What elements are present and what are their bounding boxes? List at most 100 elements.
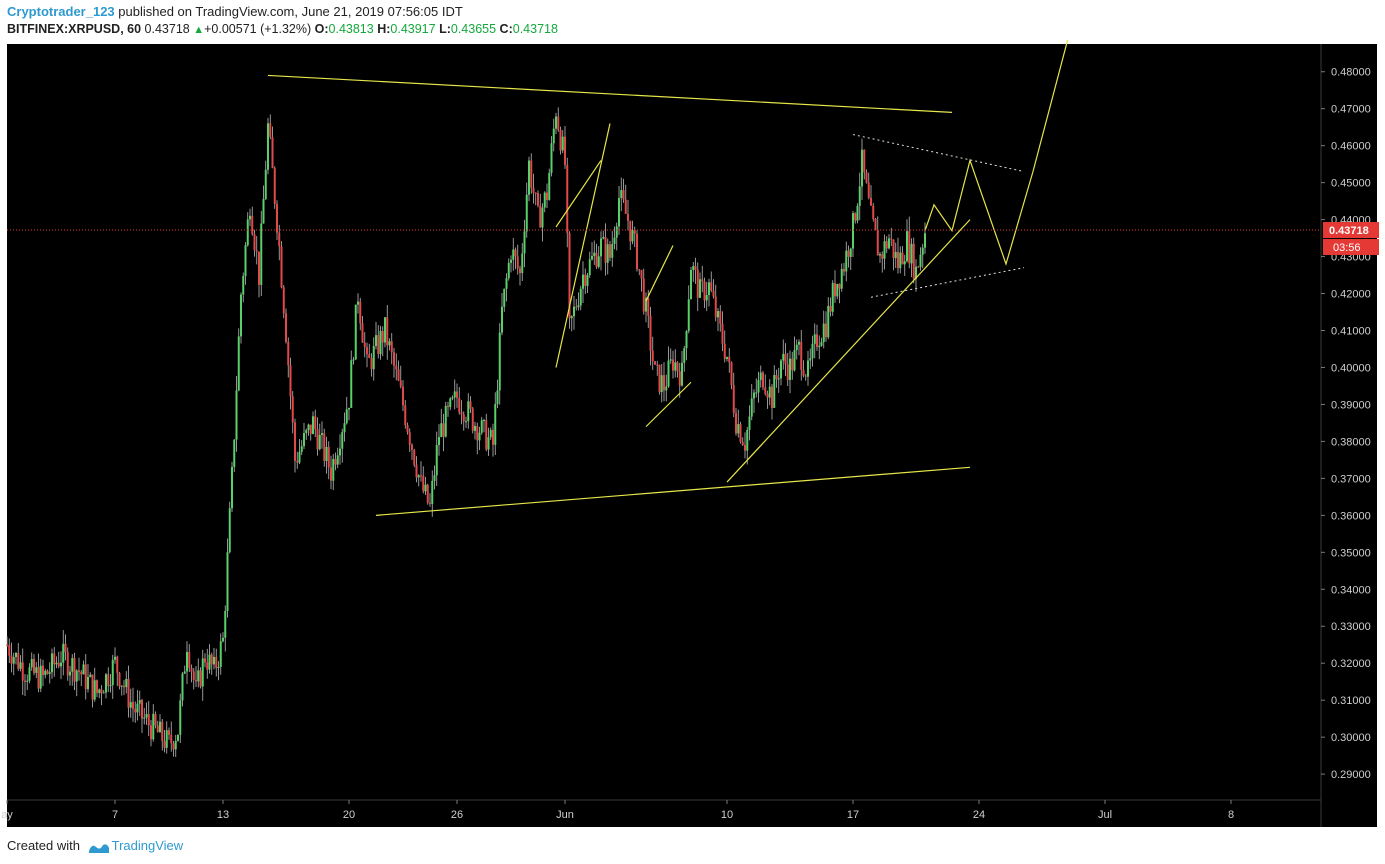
candle-body	[280, 246, 283, 288]
candle-body	[269, 123, 272, 138]
candle-body	[613, 237, 616, 244]
candle-body	[80, 671, 83, 675]
candle-body	[874, 218, 877, 230]
candle-body	[285, 313, 287, 342]
candle-body	[543, 192, 546, 208]
author-link[interactable]: Cryptotrader_123	[7, 4, 115, 19]
candle-body	[750, 398, 753, 417]
candle-body	[879, 254, 881, 256]
price-chart[interactable]: 0.29000 0.30000 0.31000 0.32000 0.33000 0.340…	[0, 40, 1385, 830]
candle-body	[12, 657, 15, 664]
candle-body	[462, 414, 465, 422]
candle-body	[251, 215, 254, 235]
small-channel-lower[interactable]	[645, 381, 692, 428]
candle-body	[809, 358, 812, 361]
candle-body	[354, 304, 357, 360]
candle-body	[663, 375, 665, 391]
candle-body	[271, 137, 274, 169]
candle-body	[449, 398, 452, 408]
candle-body	[615, 226, 618, 238]
x-tick-label: 8	[1228, 809, 1234, 821]
last-price-value: 0.43718	[144, 22, 190, 36]
candle-body	[460, 412, 463, 415]
candle-body	[789, 358, 791, 380]
x-tick-label: 13	[217, 809, 229, 821]
candle-body	[249, 215, 251, 220]
candle-body	[714, 296, 717, 318]
candle-body	[413, 449, 416, 465]
candle-body	[334, 459, 337, 465]
candle-body	[188, 652, 191, 668]
x-tick-label: ay	[1, 809, 13, 821]
last-price-label-box	[1323, 222, 1379, 239]
price-labels: 0.43718 03:56	[1323, 222, 1379, 256]
candle-body	[654, 361, 656, 365]
candle-body	[170, 734, 173, 744]
tradingview-brand[interactable]: TradingView	[111, 838, 184, 853]
candle-body	[118, 672, 121, 687]
candle-body	[120, 685, 123, 687]
drawings-layer	[267, 40, 1069, 516]
candle-body	[593, 252, 596, 257]
candle-body	[39, 665, 42, 689]
zigzag-b[interactable]	[555, 160, 602, 228]
candle-body	[217, 666, 220, 669]
candle-body	[732, 385, 735, 413]
candle-body	[179, 700, 182, 735]
candle-body	[564, 136, 566, 165]
candle-body	[246, 219, 249, 246]
candle-body	[710, 282, 713, 291]
candle-body	[501, 306, 503, 333]
candle-body	[348, 407, 350, 410]
candle-body	[624, 199, 627, 214]
resistance-line[interactable]	[267, 74, 953, 113]
zigzag-a[interactable]	[555, 123, 611, 368]
candle-body	[66, 652, 69, 676]
candle-body	[442, 423, 445, 437]
candle-body	[240, 294, 242, 337]
candle-body	[712, 290, 715, 297]
close-value: 0.43718	[512, 22, 558, 36]
candle-body	[181, 673, 184, 701]
candle-body	[568, 232, 571, 319]
candle-body	[10, 655, 13, 664]
candle-body	[35, 667, 38, 673]
triangle-upper-dotted[interactable]	[852, 134, 1025, 173]
candle-body	[154, 713, 157, 726]
projection-path[interactable]	[924, 40, 1069, 266]
symbol-name[interactable]: BITFINEX:XRPUSD, 60	[7, 22, 142, 36]
candle-body	[26, 680, 29, 682]
candle-body	[33, 659, 35, 673]
candle-body	[264, 169, 267, 200]
candle-body	[138, 700, 141, 704]
ascending-trendline[interactable]	[726, 219, 971, 483]
candle-body	[597, 256, 600, 267]
published-text: published on TradingView.com, June 21, 2…	[118, 4, 463, 19]
candle-body	[525, 194, 528, 232]
candle-body	[741, 441, 744, 446]
candle-body	[748, 416, 751, 430]
x-tick-label: 24	[973, 809, 985, 821]
candle-body	[24, 680, 26, 682]
candle-body	[406, 424, 409, 433]
candle-body	[548, 172, 551, 200]
candle-body	[235, 390, 238, 440]
candle-body	[420, 475, 422, 477]
time-axis[interactable]: ay 7 13 20 26 Jun 10 17 24 Jul 8	[1, 800, 1234, 821]
candle-body	[674, 362, 677, 371]
triangle-lower-dotted[interactable]	[870, 267, 1025, 298]
candle-body	[723, 343, 726, 359]
candle-body	[208, 654, 211, 670]
support-line[interactable]	[375, 466, 971, 516]
candle-body	[883, 241, 886, 259]
candle-body	[388, 341, 391, 346]
countdown-label: 03:56	[1333, 242, 1361, 254]
small-channel-upper[interactable]	[645, 245, 674, 302]
candle-body	[775, 375, 778, 380]
candle-body	[703, 281, 706, 301]
candle-body	[622, 190, 625, 200]
candle-body	[908, 231, 911, 264]
candle-body	[339, 448, 341, 456]
candle-body	[228, 508, 231, 553]
price-axis[interactable]: 0.29000 0.30000 0.31000 0.32000 0.33000 0.340…	[1321, 67, 1371, 781]
